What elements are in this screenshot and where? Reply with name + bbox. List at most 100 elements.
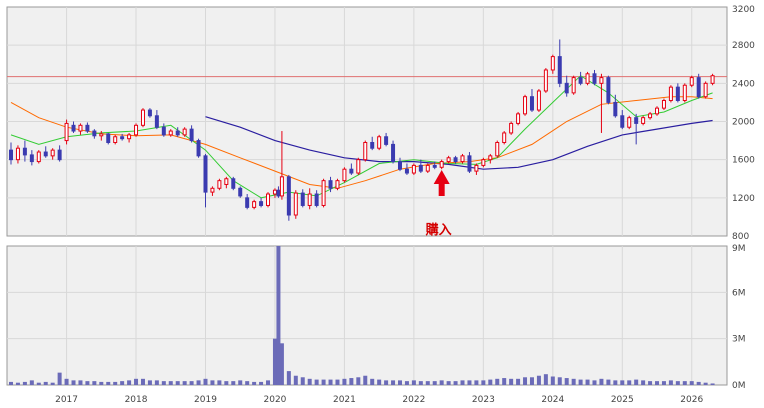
- volume-bar: [516, 378, 521, 385]
- volume-bar: [43, 381, 48, 385]
- candle-down: [238, 187, 243, 197]
- candle-down: [22, 147, 27, 156]
- candle-up: [648, 113, 653, 119]
- buy-arrow-shaft: [438, 184, 445, 196]
- volume-bar: [648, 381, 653, 385]
- candle-up: [495, 141, 500, 157]
- volume-bar: [175, 381, 180, 385]
- volume-bar: [606, 379, 611, 385]
- x-tick-label: 2020: [264, 395, 287, 405]
- volume-bar: [502, 378, 507, 385]
- x-tick-label: 2017: [55, 395, 78, 405]
- volume-bar: [196, 380, 201, 385]
- volume-bar: [245, 381, 250, 385]
- candle-up: [439, 161, 444, 168]
- volume-bar: [78, 380, 83, 385]
- volume-bar: [634, 379, 639, 385]
- candle-up: [516, 113, 521, 124]
- volume-bar: [57, 372, 62, 385]
- volume-bar: [342, 378, 347, 385]
- volume-bar: [307, 378, 312, 385]
- volume-bar: [300, 377, 305, 385]
- candle-down: [161, 126, 166, 136]
- volume-bar: [682, 381, 687, 385]
- x-tick-label: 2025: [611, 395, 634, 405]
- volume-bar: [314, 379, 319, 385]
- candle-down: [432, 164, 437, 168]
- volume-bar: [696, 381, 701, 385]
- x-tick-label: 2026: [680, 395, 703, 405]
- volume-bar: [543, 374, 548, 385]
- volume-bar: [36, 382, 41, 385]
- candle-down: [9, 149, 13, 161]
- volume-tick-label: 0M: [732, 381, 746, 391]
- volume-bar: [99, 381, 104, 385]
- volume-bar: [9, 381, 13, 385]
- volume-bar: [71, 380, 76, 385]
- candle-down: [397, 161, 402, 170]
- volume-bar: [276, 246, 281, 385]
- x-tick-label: 2022: [402, 395, 425, 405]
- volume-bar: [585, 379, 590, 385]
- candle-up: [217, 180, 222, 189]
- volume-bar: [120, 381, 125, 385]
- candle-up: [585, 73, 590, 84]
- volume-bar: [161, 381, 166, 385]
- volume-bar: [252, 381, 257, 385]
- volume-bar: [564, 378, 569, 385]
- candle-up: [342, 168, 347, 182]
- volume-bar: [85, 381, 90, 385]
- volume-tick-label: 6M: [732, 288, 746, 298]
- x-tick-label: 2023: [472, 395, 495, 405]
- volume-bar: [356, 377, 361, 385]
- volume-bar: [432, 381, 437, 385]
- price-tick-label: 2800: [732, 41, 755, 51]
- volume-bar: [488, 379, 493, 385]
- volume-bar: [710, 383, 715, 385]
- candle-up: [335, 180, 340, 189]
- candle-up: [668, 86, 673, 102]
- candle-down: [106, 133, 111, 143]
- candle-up: [307, 193, 312, 206]
- candle-up: [571, 77, 576, 94]
- candle-up: [168, 130, 173, 136]
- volume-bar: [140, 378, 145, 385]
- volume-bar: [536, 375, 541, 385]
- volume-bar: [293, 375, 298, 385]
- candle-down: [314, 193, 319, 206]
- candle-down: [391, 143, 396, 163]
- x-tick-label: 2018: [125, 395, 148, 405]
- candle-up: [523, 96, 528, 115]
- volume-bar: [599, 378, 604, 385]
- candle-down: [453, 157, 458, 163]
- candle-down: [564, 82, 569, 94]
- volume-bar: [655, 381, 660, 385]
- volume-bar: [238, 380, 243, 385]
- volume-bar: [397, 380, 402, 385]
- candle-down: [300, 192, 305, 206]
- candle-up: [363, 141, 368, 161]
- volume-bar: [550, 376, 555, 385]
- price-tick-label: 1600: [732, 156, 755, 166]
- volume-bar: [495, 378, 500, 385]
- candle-down: [154, 115, 159, 128]
- volume-bar: [391, 380, 396, 385]
- candle-down: [71, 124, 76, 132]
- volume-bar: [349, 378, 354, 385]
- volume-bar: [217, 380, 222, 385]
- candle-down: [634, 117, 639, 124]
- candle-up: [182, 128, 187, 136]
- candle-up: [356, 159, 361, 174]
- candle-up: [627, 117, 632, 128]
- candle-up: [127, 134, 132, 140]
- candle-down: [620, 115, 625, 128]
- candle-up: [502, 132, 507, 143]
- candle-up: [689, 77, 694, 86]
- candle-up: [293, 192, 298, 216]
- candle-down: [613, 101, 618, 117]
- candle-down: [231, 178, 236, 189]
- candle-down: [196, 140, 201, 157]
- volume-bar: [259, 381, 264, 385]
- volume-bar: [224, 381, 229, 385]
